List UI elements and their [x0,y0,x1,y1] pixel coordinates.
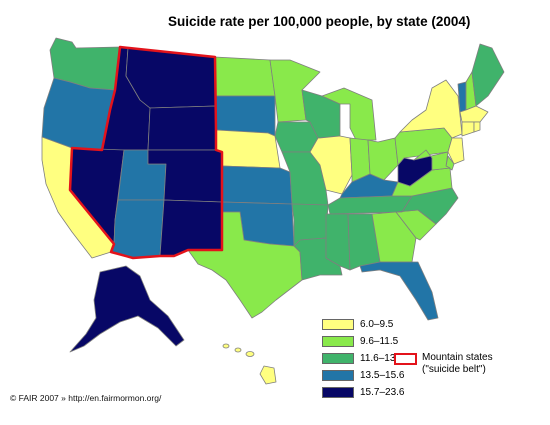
legend-label: 6.0–9.5 [360,318,394,330]
state-alaska [69,265,185,353]
legend-row-bin-4: 13.5–15.6 [322,369,405,381]
state-nebraska [215,129,281,169]
mountain-states-label-line1: Mountain states [422,352,493,363]
state-maine [471,43,505,107]
legend-swatch [322,369,354,381]
legend: 6.0–9.5 9.6–11.5 11.6–13.4 13.5–15.6 15.… [322,318,537,400]
state-iowa [274,121,319,153]
state-louisiana [293,237,343,281]
legend-row-bin-2: 9.6–11.5 [322,335,398,347]
state-connecticut [461,121,475,137]
mountain-states-label-line2: ("suicide belt") [422,364,486,375]
state-texas [187,211,303,319]
mountain-states-label: Mountain states ("suicide belt") [422,352,493,376]
legend-row-bin-1: 6.0–9.5 [322,318,393,330]
state-new-jersey [447,137,465,165]
legend-row-bin-5: 15.7–23.6 [322,386,405,398]
legend-row-bin-3: 11.6–13.4 [322,352,404,364]
legend-swatch [322,335,354,347]
legend-swatch [322,386,354,398]
credit-line: © FAIR 2007 » http://en.fairmormon.org/ [10,393,162,403]
state-new-york [399,79,463,139]
state-rhode-island [473,121,481,133]
legend-swatch [322,352,354,364]
state-illinois [309,135,353,195]
state-mississippi [325,213,351,271]
legend-label: 13.5–15.6 [360,369,405,381]
state-montana [125,47,217,109]
state-north-dakota [214,56,276,97]
state-arizona [110,199,165,259]
state-kansas [221,165,293,205]
state-maryland [413,149,451,171]
mountain-states-swatch [394,353,417,365]
legend-label: 9.6–11.5 [360,335,399,347]
legend-swatch [322,318,354,330]
legend-label: 15.7–23.6 [360,386,405,398]
state-florida [359,261,439,321]
legend-mountain-states: Mountain states ("suicide belt") [394,352,493,376]
state-new-mexico [159,199,223,257]
state-georgia [371,211,417,263]
state-south-dakota [215,95,276,137]
map-title: Suicide rate per 100,000 people, by stat… [168,14,471,29]
state-wyoming [147,105,217,151]
legend-label: 11.6–13.4 [360,352,404,364]
state-ohio [367,137,399,181]
state-hawaii [222,343,277,385]
mountain-states-outline [68,45,224,260]
